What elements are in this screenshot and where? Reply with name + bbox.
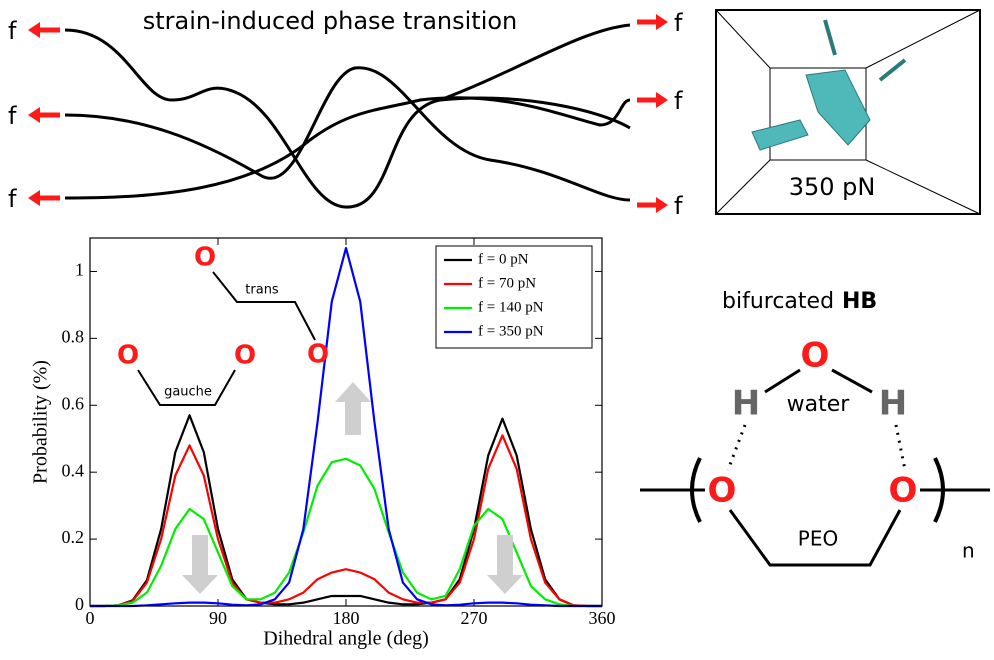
oxygen-label: O <box>801 336 830 376</box>
force-label: f <box>8 185 17 213</box>
hb-title-bold: HB <box>842 289 877 314</box>
polymer-crystal <box>751 19 907 151</box>
hydrogen-label: H <box>879 384 907 424</box>
y-tick-label: 0.8 <box>62 326 85 346</box>
force-label: f <box>674 9 683 37</box>
oxygen-label: O <box>708 471 737 511</box>
x-tick-label: 360 <box>589 608 616 628</box>
plot-frame <box>89 237 603 607</box>
y-tick-label: 1 <box>75 260 84 280</box>
oxygen-label: O <box>889 471 918 511</box>
x-axis-label: Dihedral angle (deg) <box>263 628 428 650</box>
x-tick-label: 0 <box>86 608 95 628</box>
force-arrows <box>28 14 668 213</box>
y-axis-label: Probability (%) <box>30 360 52 484</box>
oxygen-label: O <box>307 340 329 370</box>
series-line <box>90 414 602 608</box>
force-label: f <box>674 87 683 115</box>
series-line <box>90 246 602 608</box>
water-label: water <box>787 392 851 417</box>
force-label: f <box>8 17 17 45</box>
x-tick-label: 180 <box>333 608 360 628</box>
force-label: f <box>674 192 683 220</box>
oxygen-label: O <box>194 243 216 273</box>
y-tick-label: 0 <box>75 594 84 614</box>
y-tick-label: 0.4 <box>62 460 85 480</box>
hb-title: bifurcated <box>722 289 834 314</box>
force-labels: f f f f f f <box>8 9 683 220</box>
legend-label: f = 0 pN <box>478 251 529 267</box>
legend-label: f = 350 pN <box>478 323 544 339</box>
legend-label: f = 70 pN <box>478 275 536 291</box>
plot: 0 90 180 270 360 0 0.2 0.4 0.6 0.8 1 Dihedral angle… <box>30 238 616 650</box>
force-label: f <box>8 102 17 130</box>
peo-label: PEO <box>798 527 838 551</box>
legend-label: f = 140 pN <box>478 299 544 315</box>
snapshot-label: 350 pN <box>789 173 876 201</box>
molecule-sketch <box>137 271 316 406</box>
chains <box>64 23 631 209</box>
hydrogen-label: H <box>732 384 760 424</box>
x-tick-label: 270 <box>461 608 488 628</box>
oxygen-label: O <box>117 341 139 371</box>
panel-title: strain-induced phase transition <box>143 7 518 35</box>
series-line <box>90 434 602 608</box>
x-tick-label: 90 <box>209 608 227 628</box>
annotation: trans <box>245 283 279 298</box>
hb-bonds <box>640 368 990 567</box>
series-line <box>90 457 602 608</box>
oxygen-label: O <box>234 341 256 371</box>
trend-arrows <box>182 382 523 594</box>
subscript: n <box>962 539 975 563</box>
y-tick-label: 0.2 <box>62 527 85 547</box>
y-tick-label: 0.6 <box>62 393 85 413</box>
annotation: gauche <box>164 385 212 400</box>
